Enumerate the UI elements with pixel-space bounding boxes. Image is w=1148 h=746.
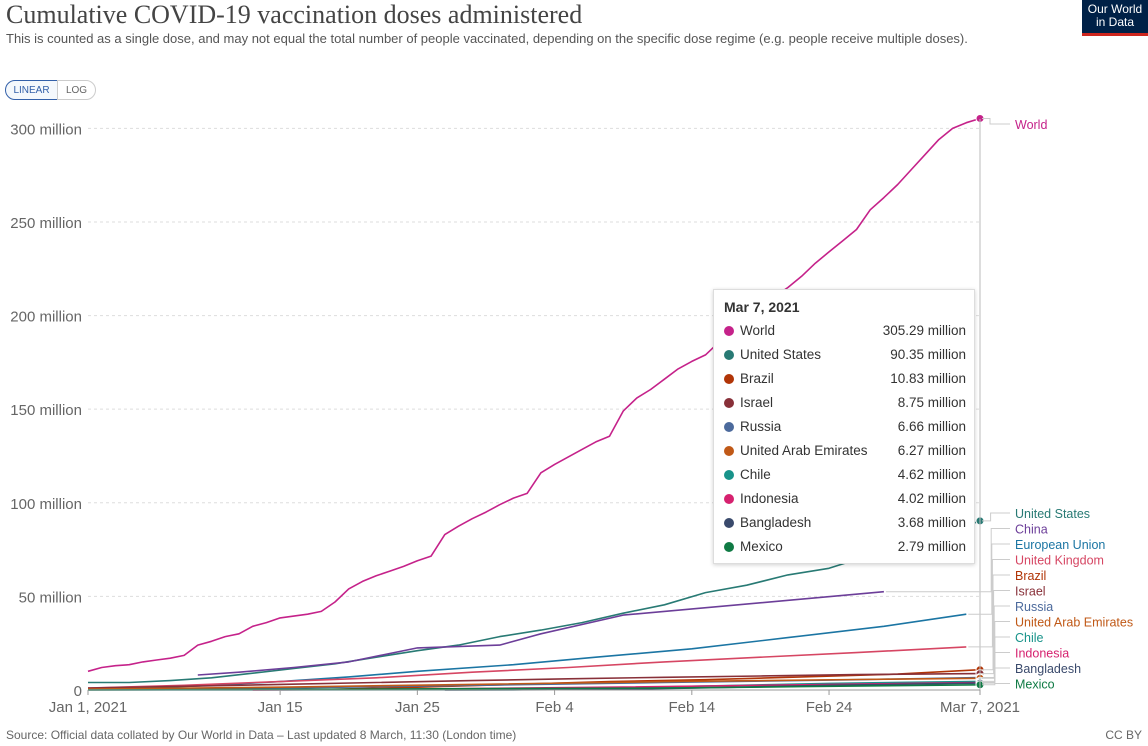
y-tick-label: 0 <box>74 683 82 700</box>
tooltip-row: Israel 8.75 million <box>724 393 966 413</box>
label-connector <box>982 683 1010 686</box>
tooltip-series-name: Israel <box>740 395 774 410</box>
series-end-label[interactable]: World <box>1015 118 1047 132</box>
series-color-dot <box>724 398 734 408</box>
chart-subtitle: This is counted as a single dose, and ma… <box>6 31 968 46</box>
tooltip-row: United States 90.35 million <box>724 345 966 365</box>
series-color-dot <box>724 542 734 552</box>
label-connector <box>982 605 1010 678</box>
x-tick-label: Feb 4 <box>535 699 573 716</box>
tooltip-series-value: 6.27 million <box>897 443 966 458</box>
series-end-label[interactable]: China <box>1015 523 1048 537</box>
series-line[interactable] <box>87 613 967 690</box>
tooltip-series-value: 90.35 million <box>890 347 966 362</box>
tooltip-series-value: 305.29 million <box>882 323 966 338</box>
label-connector <box>968 559 1010 648</box>
series-end-label[interactable]: European Union <box>1015 538 1105 552</box>
tooltip-series-value: 6.66 million <box>897 419 966 434</box>
tooltip-series-name: Brazil <box>740 371 774 386</box>
chart-title: Cumulative COVID-19 vaccination doses ad… <box>6 0 583 29</box>
tooltip-series-name: Mexico <box>740 539 783 554</box>
label-connector <box>982 512 1010 522</box>
tooltip-date: Mar 7, 2021 <box>724 299 800 315</box>
series-color-dot <box>724 470 734 480</box>
label-connector <box>968 543 1010 615</box>
tooltip-row: Mexico 2.79 million <box>724 537 966 557</box>
tooltip-series-value: 10.83 million <box>890 371 966 386</box>
y-tick-label: 200 million <box>10 309 82 326</box>
series-end-label[interactable]: Russia <box>1015 600 1053 614</box>
logo-line-2: in Data <box>1095 15 1135 29</box>
x-tick-label: Jan 25 <box>395 699 440 716</box>
series-line[interactable] <box>197 590 884 676</box>
tooltip-series-name: Indonesia <box>740 491 799 506</box>
tooltip-row: World 305.29 million <box>724 321 966 341</box>
tooltip-series-name: Chile <box>740 467 771 482</box>
y-tick-label: 300 million <box>10 121 82 138</box>
series-end-label[interactable]: Brazil <box>1015 569 1046 583</box>
label-connector <box>982 590 1010 675</box>
tooltip-series-value: 3.68 million <box>897 515 966 530</box>
x-tick-label: Jan 1, 2021 <box>49 699 127 716</box>
y-tick-label: 100 million <box>10 496 82 513</box>
source-note[interactable]: Source: Official data collated by Our Wo… <box>6 728 517 742</box>
series-end-label[interactable]: Chile <box>1015 631 1044 645</box>
tooltip-series-value: 2.79 million <box>897 539 966 554</box>
license-link[interactable]: CC BY <box>1105 728 1142 742</box>
tooltip-series-name: World <box>740 323 776 338</box>
series-line[interactable] <box>87 677 981 690</box>
tooltip-series-name: United States <box>740 347 822 362</box>
series-end-label[interactable]: United Arab Emirates <box>1015 616 1133 630</box>
label-connector <box>982 118 1010 125</box>
tooltip-row: Bangladesh 3.68 million <box>724 513 966 533</box>
tooltip-series-value: 4.02 million <box>897 491 966 506</box>
tooltip-row: Indonesia 4.02 million <box>724 489 966 509</box>
label-connector <box>885 528 1010 593</box>
tooltip-row: Russia 6.66 million <box>724 417 966 437</box>
series-color-dot <box>724 350 734 360</box>
label-connector <box>982 667 1010 684</box>
series-end-label[interactable]: Mexico <box>1015 678 1055 692</box>
series-color-dot <box>724 374 734 384</box>
series-end-label[interactable]: United States <box>1015 507 1090 521</box>
x-tick-label: Feb 14 <box>668 699 715 716</box>
tooltip-series-name: Bangladesh <box>740 515 812 530</box>
series-line[interactable] <box>87 117 981 673</box>
label-connector <box>982 636 1010 682</box>
log-scale-button[interactable]: LOG <box>57 80 96 100</box>
x-tick-label: Feb 24 <box>806 699 853 716</box>
series-end-label[interactable]: Israel <box>1015 585 1046 599</box>
label-connector <box>982 574 1010 671</box>
series-color-dot <box>724 494 734 504</box>
y-tick-label: 50 million <box>19 589 82 606</box>
series-end-label[interactable]: Bangladesh <box>1015 662 1081 676</box>
tooltip-row: United Arab Emirates 6.27 million <box>724 441 966 461</box>
tooltip-series-value: 4.62 million <box>897 467 966 482</box>
logo-line-1: Our World <box>1087 2 1143 16</box>
tooltip-row: Brazil 10.83 million <box>724 369 966 389</box>
series-end-label[interactable]: United Kingdom <box>1015 554 1104 568</box>
series-line[interactable] <box>87 646 967 689</box>
y-tick-label: 250 million <box>10 215 82 232</box>
tooltip-row: Chile 4.62 million <box>724 465 966 485</box>
series-line[interactable] <box>87 672 981 689</box>
y-tick-label: 150 million <box>10 402 82 419</box>
series-color-dot <box>724 326 734 336</box>
series-end-label[interactable]: Indonesia <box>1015 647 1069 661</box>
series-color-dot <box>724 518 734 528</box>
series-color-dot <box>724 422 734 432</box>
x-tick-label: Jan 15 <box>258 699 303 716</box>
tooltip-series-value: 8.75 million <box>897 395 966 410</box>
x-tick-label: Mar 7, 2021 <box>940 699 1020 716</box>
series-color-dot <box>724 446 734 456</box>
tooltip-series-name: Russia <box>740 419 782 434</box>
tooltip-series-name: United Arab Emirates <box>740 443 868 458</box>
hover-tooltip: Mar 7, 2021 World 305.29 million United St… <box>713 289 975 564</box>
owid-logo[interactable]: Our World in Data <box>1082 0 1148 36</box>
